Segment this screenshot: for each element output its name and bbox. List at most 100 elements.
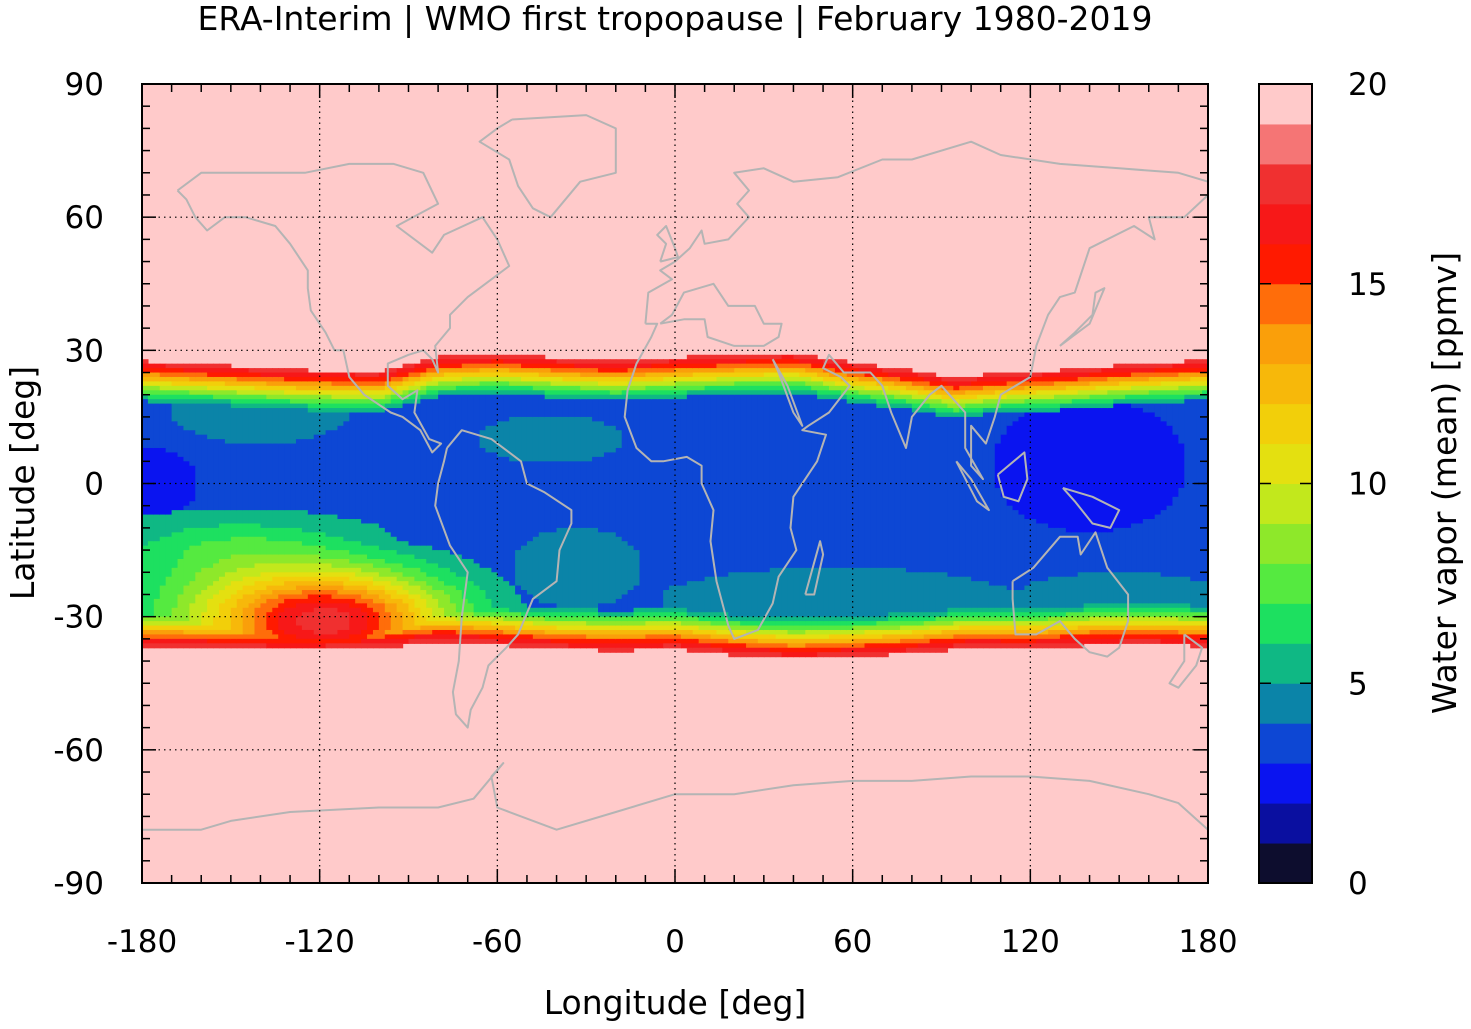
field-cell — [544, 359, 552, 365]
field-cell — [384, 399, 392, 405]
field-cell — [834, 359, 842, 365]
field-cell — [432, 368, 439, 374]
field-cell — [1154, 638, 1162, 644]
field-cell — [236, 643, 244, 649]
field-cell — [988, 403, 996, 409]
field-cell — [1077, 385, 1085, 391]
field-cell — [1119, 625, 1126, 631]
field-cell — [722, 372, 729, 378]
field-cell — [941, 403, 949, 409]
field-cell — [971, 408, 978, 414]
field-cell — [355, 408, 362, 414]
field-cell — [680, 394, 688, 400]
field-cell — [586, 625, 593, 631]
field-cell — [1071, 621, 1079, 627]
field-cell — [201, 634, 208, 640]
field-cell — [367, 598, 374, 609]
field-cell — [1036, 643, 1043, 649]
field-cell — [793, 368, 800, 374]
field-cell — [1071, 616, 1079, 622]
field-cell — [526, 629, 534, 636]
field-cell — [544, 634, 552, 640]
field-cell — [1131, 381, 1138, 387]
field-cell — [817, 390, 824, 396]
field-cell — [740, 616, 747, 622]
field-cell — [852, 403, 860, 569]
field-cell — [834, 634, 842, 640]
field-cell — [396, 372, 404, 378]
field-cell — [1006, 399, 1014, 405]
field-cell — [905, 638, 913, 644]
field-cell — [1178, 372, 1185, 378]
field-cell — [1030, 412, 1037, 520]
field-cell — [787, 652, 795, 658]
field-cell — [331, 634, 339, 640]
field-cell — [935, 394, 943, 400]
field-cell — [1006, 638, 1014, 644]
field-cell — [295, 616, 303, 627]
field-cell — [905, 621, 913, 627]
field-cell — [171, 399, 179, 405]
field-cell — [1065, 394, 1073, 400]
field-cell — [947, 612, 954, 618]
field-cell — [953, 390, 960, 396]
field-cell — [722, 390, 729, 396]
field-cell — [1184, 625, 1191, 631]
field-cell — [515, 625, 522, 631]
field-cell — [414, 385, 421, 391]
field-cell — [242, 399, 250, 405]
field-cell — [568, 381, 575, 387]
field-cell — [941, 390, 949, 396]
field-cell — [343, 612, 350, 631]
field-cell — [633, 381, 641, 387]
field-cell — [378, 638, 386, 644]
field-cell — [260, 390, 267, 396]
field-cell — [171, 625, 179, 631]
field-cell — [248, 576, 256, 587]
field-cell — [337, 567, 344, 573]
field-cell — [260, 638, 267, 644]
field-cell — [1083, 629, 1091, 636]
field-cell — [538, 368, 546, 374]
field-cell — [828, 372, 836, 378]
field-cell — [988, 381, 996, 387]
field-cell — [977, 625, 984, 631]
field-cell — [852, 394, 860, 400]
field-cell — [734, 643, 741, 649]
field-cell — [384, 638, 392, 644]
field-cell — [1107, 399, 1114, 405]
field-cell — [278, 394, 285, 400]
field-cell — [568, 399, 575, 418]
field-cell — [1071, 532, 1079, 578]
field-cell — [1148, 621, 1156, 627]
field-cell — [1184, 394, 1191, 400]
field-cell — [1172, 603, 1179, 609]
field-cell — [515, 394, 522, 418]
field-cell — [343, 381, 350, 387]
field-cell — [775, 634, 783, 640]
field-cell — [331, 430, 339, 516]
field-cell — [1059, 629, 1067, 636]
field-cell — [1154, 621, 1162, 627]
field-cell — [147, 368, 155, 374]
field-cell — [1083, 394, 1091, 400]
field-cell — [343, 519, 350, 542]
field-cell — [1160, 607, 1168, 613]
field-cell — [1018, 590, 1026, 609]
field-cell — [349, 607, 356, 636]
field-cell — [710, 368, 718, 374]
field-cell — [438, 607, 445, 618]
field-cell — [1065, 532, 1073, 578]
field-cell — [603, 363, 611, 369]
field-cell — [213, 439, 220, 511]
field-cell — [307, 412, 315, 440]
field-cell — [236, 598, 244, 636]
field-cell — [485, 359, 493, 365]
field-cell — [165, 643, 173, 649]
field-cell — [746, 643, 753, 649]
field-cell — [390, 368, 398, 374]
field-cell — [1131, 621, 1138, 627]
field-cell — [361, 643, 368, 649]
field-cell — [224, 558, 232, 573]
field-cell — [834, 390, 842, 396]
